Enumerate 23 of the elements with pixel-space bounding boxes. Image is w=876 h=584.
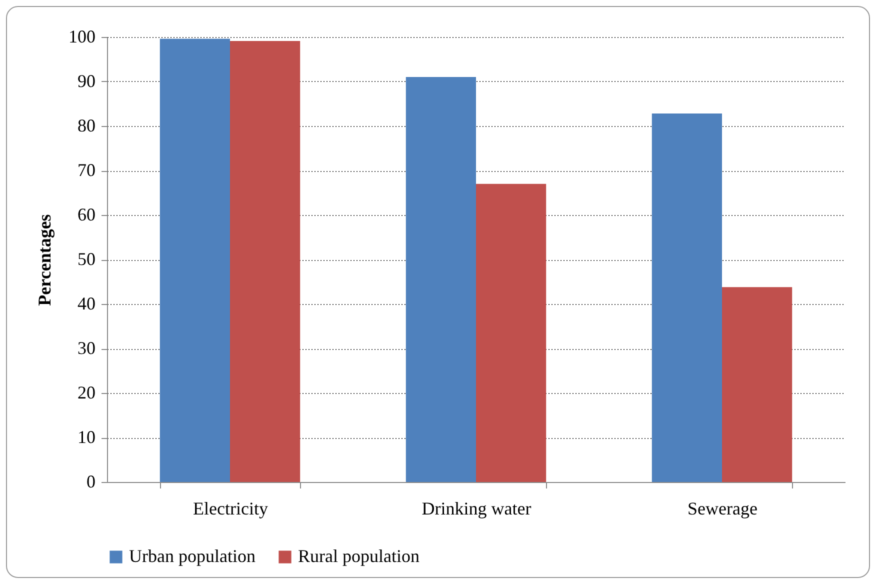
y-tick-label: 20 bbox=[78, 382, 96, 402]
y-tick-label: 90 bbox=[78, 71, 96, 91]
y-tick-label: 60 bbox=[78, 204, 96, 224]
y-axis-title: Percentages bbox=[34, 214, 54, 306]
y-tick-label: 10 bbox=[78, 427, 96, 447]
x-tick-label: Sewerage bbox=[688, 498, 758, 518]
bar bbox=[230, 41, 300, 482]
y-tick-label: 80 bbox=[78, 116, 96, 136]
bar bbox=[406, 77, 476, 482]
bar bbox=[476, 184, 546, 482]
y-tick-label: 100 bbox=[68, 26, 96, 46]
legend-label: Urban population bbox=[129, 546, 256, 566]
y-tick-label: 50 bbox=[78, 249, 96, 269]
x-tick-label: Drinking water bbox=[422, 498, 532, 518]
bar bbox=[652, 114, 722, 482]
y-tick-label: 0 bbox=[86, 472, 96, 492]
y-tick-label: 40 bbox=[78, 294, 96, 314]
y-tick-label: 70 bbox=[78, 160, 96, 180]
legend-label: Rural population bbox=[298, 546, 420, 566]
bar bbox=[722, 287, 792, 482]
y-tick-label: 30 bbox=[78, 338, 96, 358]
x-tick-label: Electricity bbox=[193, 498, 268, 518]
bar bbox=[160, 38, 230, 482]
